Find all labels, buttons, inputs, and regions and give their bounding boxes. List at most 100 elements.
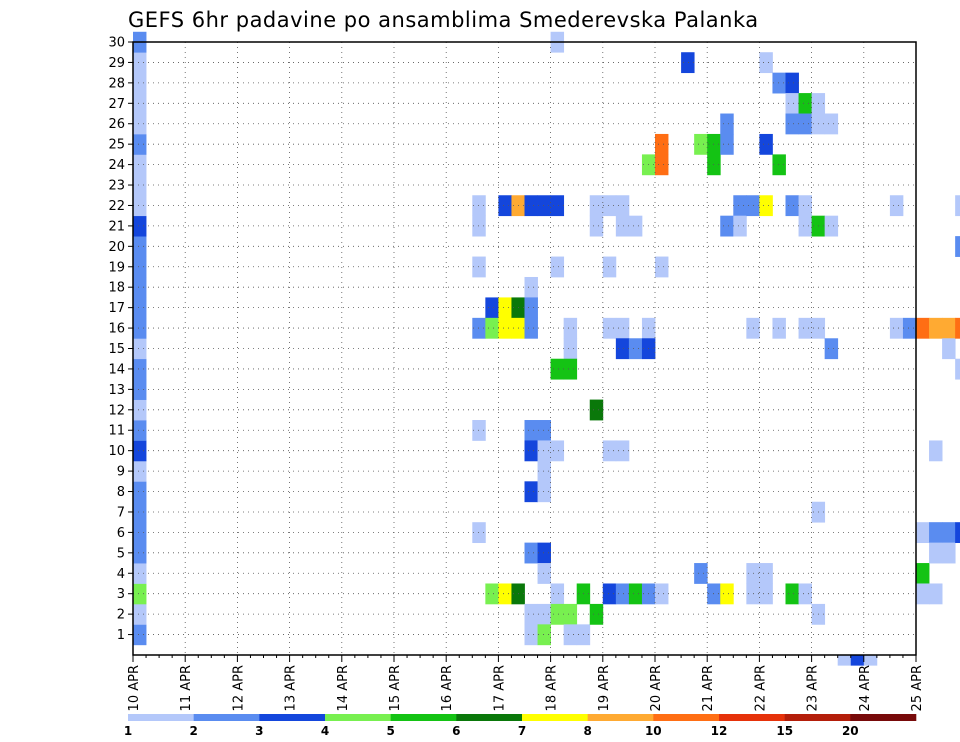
heatmap-cell bbox=[537, 563, 551, 584]
heatmap-cell bbox=[133, 379, 147, 400]
y-tick-label: 16 bbox=[108, 322, 125, 337]
heatmap-cell bbox=[798, 113, 812, 135]
heatmap-cell bbox=[498, 583, 512, 605]
heatmap-cell bbox=[133, 52, 147, 74]
y-tick-label: 27 bbox=[108, 97, 125, 112]
heatmap-cell bbox=[133, 133, 147, 155]
x-tick-label: 15 APR bbox=[388, 665, 403, 711]
colorbar-swatch bbox=[390, 714, 457, 721]
colorbar-swatch bbox=[522, 714, 588, 721]
heatmap-cell bbox=[955, 522, 960, 544]
heatmap-cell bbox=[942, 542, 956, 564]
heatmap-cell bbox=[955, 236, 960, 257]
heatmap-cell bbox=[472, 195, 486, 217]
x-tick-label: 20 APR bbox=[649, 665, 664, 711]
y-tick-label: 3 bbox=[117, 587, 125, 602]
heatmap-cell bbox=[537, 440, 551, 462]
y-tick-label: 21 bbox=[108, 219, 125, 234]
y-tick-label: 6 bbox=[117, 526, 125, 541]
heatmap-cell bbox=[850, 655, 865, 666]
y-tick-label: 30 bbox=[108, 36, 125, 51]
heatmap-cell bbox=[916, 317, 930, 339]
heatmap-cell bbox=[759, 583, 773, 605]
colorbar-swatch bbox=[653, 714, 720, 721]
heatmap-cell bbox=[563, 358, 578, 380]
heatmap-cell bbox=[589, 215, 604, 237]
heatmap-cell bbox=[942, 317, 956, 339]
x-tick-label: 13 APR bbox=[284, 665, 299, 711]
heatmap-cell bbox=[133, 215, 147, 237]
heatmap-cell bbox=[563, 317, 578, 339]
heatmap-cell bbox=[955, 317, 960, 339]
heatmap-cell bbox=[133, 542, 147, 564]
colorbar-label: 6 bbox=[452, 724, 460, 738]
y-tick-label: 18 bbox=[108, 281, 125, 296]
heatmap-cell bbox=[942, 338, 956, 360]
heatmap-cell bbox=[837, 655, 852, 666]
heatmap-cell bbox=[133, 563, 147, 584]
y-tick-label: 15 bbox=[108, 342, 125, 357]
heatmap-cell bbox=[133, 195, 147, 217]
y-tick-label: 1 bbox=[117, 628, 125, 643]
x-tick-label: 25 APR bbox=[910, 665, 925, 711]
y-tick-label: 7 bbox=[117, 505, 125, 520]
colorbar-label: 7 bbox=[518, 724, 526, 738]
heatmap-cell bbox=[524, 297, 538, 319]
heatmap-cell bbox=[785, 195, 799, 217]
y-tick-label: 5 bbox=[117, 546, 125, 561]
heatmap-cell bbox=[133, 481, 147, 503]
heatmap-cell bbox=[537, 624, 551, 646]
heatmap-cell bbox=[655, 133, 669, 155]
colorbar-swatch bbox=[128, 714, 194, 721]
colorbar-swatch bbox=[259, 714, 326, 721]
heatmap-cell bbox=[524, 481, 538, 503]
heatmap-cell bbox=[628, 215, 643, 237]
heatmap-cell bbox=[615, 317, 630, 339]
heatmap-cell bbox=[537, 603, 551, 625]
x-tick-label: 11 APR bbox=[179, 665, 194, 711]
heatmap-cell bbox=[798, 195, 812, 217]
heatmap-cell bbox=[942, 522, 956, 544]
heatmap-cell bbox=[602, 195, 617, 217]
heatmap-cell bbox=[133, 522, 147, 544]
heatmap-cell bbox=[472, 215, 486, 237]
heatmap-cell bbox=[772, 317, 786, 339]
heatmap-cell bbox=[615, 583, 630, 605]
y-tick-label: 13 bbox=[108, 383, 125, 398]
heatmap-cell bbox=[720, 215, 734, 237]
colorbar-label: 4 bbox=[321, 724, 329, 738]
y-tick-label: 2 bbox=[117, 608, 125, 623]
heatmap-cell bbox=[694, 133, 708, 155]
x-tick-label: 22 APR bbox=[753, 665, 768, 711]
heatmap-cell bbox=[524, 420, 538, 441]
heatmap-cell bbox=[472, 420, 486, 441]
colorbar-swatch bbox=[193, 714, 260, 721]
heatmap-cell bbox=[615, 338, 630, 360]
x-tick-label: 10 APR bbox=[127, 665, 142, 711]
heatmap-cell bbox=[472, 256, 486, 278]
heatmap-cell bbox=[720, 133, 734, 155]
colorbar-label: 12 bbox=[711, 724, 728, 738]
x-tick-label: 19 APR bbox=[597, 665, 612, 711]
heatmap-cell bbox=[133, 358, 147, 380]
heatmap-cell bbox=[133, 338, 147, 360]
colorbar-label: 5 bbox=[387, 724, 395, 738]
heatmap-cell bbox=[537, 542, 551, 564]
y-tick-label: 26 bbox=[108, 117, 125, 132]
heatmap-cell bbox=[550, 195, 565, 217]
heatmap-cell bbox=[759, 195, 773, 217]
heatmap-cell bbox=[537, 195, 551, 217]
heatmap-cell bbox=[615, 440, 630, 462]
heatmap-cell bbox=[602, 440, 617, 462]
heatmap-cell bbox=[615, 215, 630, 237]
heatmap-cell bbox=[550, 256, 565, 278]
heatmap-cell bbox=[589, 603, 604, 625]
heatmap-cell bbox=[615, 195, 630, 217]
y-tick-label: 9 bbox=[117, 465, 125, 480]
heatmap-cell bbox=[929, 440, 943, 462]
y-tick-label: 20 bbox=[108, 240, 125, 255]
y-tick-label: 12 bbox=[108, 403, 125, 418]
heatmap-cell bbox=[133, 72, 147, 94]
colorbar-swatch bbox=[587, 714, 654, 721]
heatmap-cell bbox=[133, 317, 147, 339]
